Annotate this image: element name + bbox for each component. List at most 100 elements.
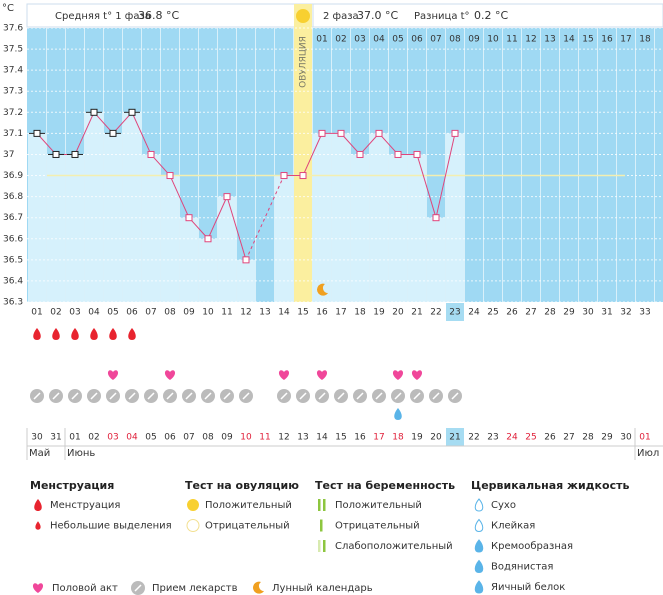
pill-slash <box>242 392 250 400</box>
phase2-day: 09 <box>468 35 480 45</box>
date-label: 25 <box>525 433 536 443</box>
legend-icon <box>474 498 484 512</box>
temp-column <box>66 154 84 302</box>
temp-point <box>280 172 288 180</box>
phase2-day: 03 <box>354 35 365 45</box>
legend-item: Лунный календарь <box>272 583 373 594</box>
heart-icon <box>278 370 290 380</box>
y-tick-label: 36.8 <box>3 192 23 202</box>
x-tick-label: 13 <box>259 308 270 318</box>
pill-slash <box>185 392 193 400</box>
x-tick-label: 07 <box>145 308 156 318</box>
legend-item: Отрицательный <box>335 521 420 532</box>
temp-line <box>416 154 437 218</box>
date-label: 26 <box>544 433 556 443</box>
header-value: 36.8 °C <box>138 9 179 22</box>
x-tick-label: 05 <box>107 308 118 318</box>
temp-point <box>375 129 383 137</box>
phase2-day: 08 <box>449 35 461 45</box>
date-label: 19 <box>411 433 423 443</box>
legend-icon <box>186 519 200 532</box>
y-tick-label: 37.5 <box>3 45 23 55</box>
y-tick-label: 36.7 <box>3 213 23 223</box>
heart-icon <box>316 370 328 380</box>
temp-point <box>185 214 193 222</box>
temp-line <box>435 133 456 218</box>
header-text: Средняя t° 1 фаза <box>55 11 151 22</box>
x-tick-label: 20 <box>392 308 404 318</box>
menstruation-icon <box>90 328 98 340</box>
temp-line <box>150 154 171 176</box>
legend-item: Прием лекарств <box>152 583 238 594</box>
legend-item: Отрицательный <box>205 521 290 532</box>
date-label: 08 <box>202 433 214 443</box>
date-label: 01 <box>639 433 650 443</box>
pill-slash <box>299 392 307 400</box>
pill-slash <box>451 392 459 400</box>
cervical-icon <box>394 408 402 420</box>
x-tick-label: 27 <box>525 308 536 318</box>
date-label: 20 <box>430 433 442 443</box>
date-label: 10 <box>240 433 252 443</box>
x-tick-label: 14 <box>278 308 290 318</box>
date-label: 03 <box>107 433 118 443</box>
x-tick-label: 19 <box>373 308 385 318</box>
phase2-day: 18 <box>639 35 651 45</box>
header-value: 37.0 °C <box>357 9 398 22</box>
temp-column <box>389 154 407 302</box>
temp-point <box>52 150 60 158</box>
y-tick-label: 36.9 <box>3 171 23 181</box>
temp-line <box>74 112 95 155</box>
pill-slash <box>413 392 421 400</box>
legend-item: Менструация <box>50 500 120 511</box>
x-tick-label: 06 <box>126 308 138 318</box>
x-tick-label: 09 <box>183 308 195 318</box>
x-tick-label: 33 <box>639 308 650 318</box>
date-label: 02 <box>88 433 99 443</box>
temp-line <box>188 217 209 240</box>
phase2-day: 14 <box>563 35 575 45</box>
temp-point <box>432 214 440 222</box>
temp-point <box>413 150 421 158</box>
temp-point <box>204 235 212 243</box>
header-text: 2 фаза <box>323 11 359 22</box>
y-tick-label: 37.3 <box>3 87 23 97</box>
y-tick-label: 37.6 <box>3 24 23 34</box>
y-unit: °C <box>2 3 14 14</box>
phase2-day: 15 <box>582 35 593 45</box>
month-label: Июнь <box>67 448 95 459</box>
temp-column <box>123 112 141 302</box>
temp-line <box>340 133 361 155</box>
x-tick-label: 16 <box>316 308 328 318</box>
temp-line <box>112 111 133 134</box>
x-tick-label: 02 <box>50 308 61 318</box>
date-label: 01 <box>69 433 80 443</box>
temp-column <box>47 154 65 302</box>
date-label: 22 <box>468 433 479 443</box>
heart-icon <box>32 583 44 593</box>
date-label: 13 <box>297 433 308 443</box>
legend-icon <box>35 521 41 530</box>
x-tick-label: 12 <box>240 308 251 318</box>
phase2-day: 05 <box>392 35 403 45</box>
pill-slash <box>128 392 136 400</box>
y-tick-label: 36.6 <box>3 234 23 244</box>
date-label: 05 <box>145 433 156 443</box>
x-tick-label: 24 <box>468 308 480 318</box>
menstruation-icon <box>71 328 79 340</box>
date-label: 06 <box>164 433 176 443</box>
y-tick-label: 37.1 <box>3 129 23 139</box>
pill-slash <box>134 584 142 592</box>
phase2-day: 01 <box>316 35 327 45</box>
header-text: Разница t° <box>414 11 470 22</box>
legend-icon <box>474 580 484 594</box>
y-tick-label: 37.2 <box>3 108 23 118</box>
pill-slash <box>394 392 402 400</box>
y-tick-label: 36.4 <box>3 276 23 286</box>
legend-title: Тест на беременность <box>315 479 455 492</box>
temp-point <box>451 129 459 137</box>
legend-icon <box>318 540 321 552</box>
legend-icon <box>474 518 484 533</box>
date-label: 27 <box>563 433 574 443</box>
x-tick-label: 23 <box>449 308 460 318</box>
